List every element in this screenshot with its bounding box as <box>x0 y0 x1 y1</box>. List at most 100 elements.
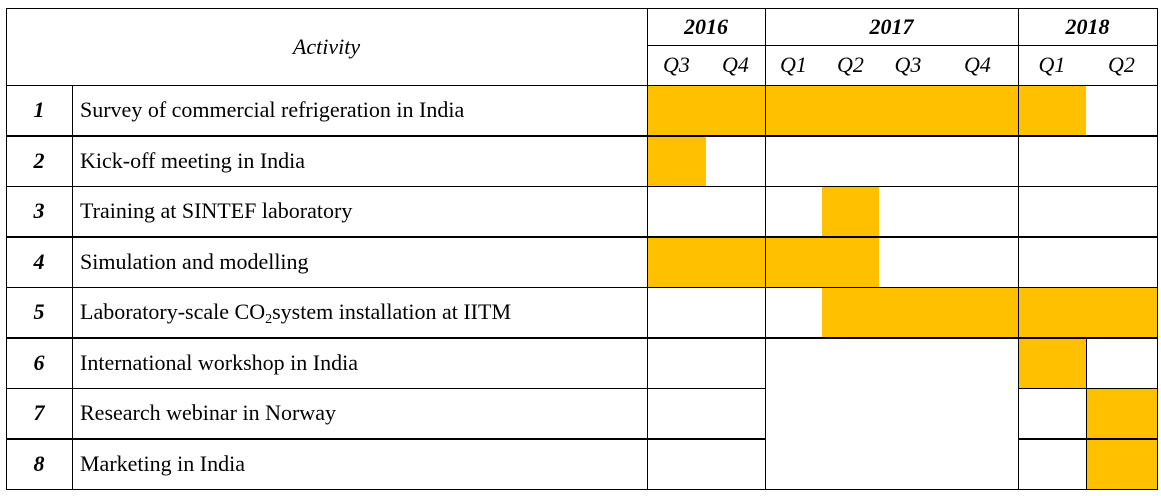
activity-name-label: Simulation and modelling <box>80 248 309 274</box>
row-divider <box>6 387 766 389</box>
gantt-bar <box>706 236 765 287</box>
activity-name-label: Survey of commercial refrigeration in In… <box>80 97 465 123</box>
activity-number-label: 1 <box>33 97 45 123</box>
row-divider <box>765 337 1019 339</box>
quarter-divider <box>1085 337 1087 388</box>
activity-number-label: 5 <box>33 299 45 325</box>
gantt-bar <box>765 85 822 136</box>
quarter-label: Q2 <box>1108 52 1135 77</box>
activity-number-label: 6 <box>33 349 45 375</box>
year-divider <box>1017 8 1019 489</box>
row-divider <box>6 337 766 339</box>
header-divider <box>647 44 1158 46</box>
activity-number: 5 <box>6 287 72 338</box>
activity-number-label: 7 <box>33 400 45 426</box>
quarter-header: Q4 <box>937 45 1018 85</box>
year-label: 2017 <box>869 13 914 39</box>
gantt-bar <box>706 85 765 136</box>
year-header: 2018 <box>1018 8 1157 45</box>
row-divider <box>1018 185 1158 187</box>
activity-name: International workshop in India <box>80 338 645 389</box>
activity-header-label: Activity <box>292 33 361 59</box>
row-divider <box>765 286 1019 288</box>
header-bottom-line <box>6 84 1158 86</box>
gantt-bar <box>822 186 879 237</box>
activity-name-label: Laboratory-scale CO2system installation … <box>80 299 511 328</box>
activity-name-label: Training at SINTEF laboratory <box>80 198 353 224</box>
activity-header: Activity <box>6 8 647 85</box>
gantt-bar <box>765 236 822 287</box>
quarter-header: Q3 <box>879 45 937 85</box>
row-divider <box>6 286 766 288</box>
quarter-divider <box>1085 388 1087 489</box>
row-divider <box>1018 337 1158 339</box>
activity-number: 3 <box>6 186 72 237</box>
quarter-header: Q1 <box>765 45 822 85</box>
gantt-bar <box>822 287 879 338</box>
activity-name-part: Laboratory-scale CO <box>80 299 266 325</box>
quarter-label: Q3 <box>894 52 922 77</box>
row-divider <box>765 135 1019 137</box>
year-header: 2016 <box>647 8 765 45</box>
row-divider <box>6 236 766 238</box>
row-divider <box>1018 236 1158 238</box>
activity-number-label: 4 <box>33 248 45 274</box>
quarter-header: Q1 <box>1018 45 1086 85</box>
quarter-label: Q1 <box>1038 52 1066 77</box>
activity-name: Marketing in India <box>80 439 645 490</box>
row-divider <box>1018 438 1158 440</box>
activity-number: 8 <box>6 439 72 490</box>
activity-name: Kick-off meeting in India <box>80 136 645 187</box>
table-border-right <box>1156 8 1158 489</box>
gantt-bar <box>822 236 879 287</box>
row-divider <box>6 438 766 440</box>
activity-number: 6 <box>6 338 72 389</box>
quarter-header: Q3 <box>647 45 706 85</box>
subscript: 2 <box>265 312 273 328</box>
table-border-left <box>5 8 7 489</box>
row-divider <box>6 185 766 187</box>
row-divider <box>765 185 1019 187</box>
quarter-header: Q2 <box>822 45 879 85</box>
row-divider <box>1018 135 1158 137</box>
year-divider <box>764 8 766 489</box>
activity-name: Simulation and modelling <box>80 237 645 288</box>
activity-number: 7 <box>6 388 72 439</box>
quarter-label: Q3 <box>663 52 690 77</box>
activity-name: Training at SINTEF laboratory <box>80 186 645 237</box>
gantt-bar <box>1018 287 1086 338</box>
gantt-bar <box>822 85 879 136</box>
activity-number-label: 2 <box>33 147 45 173</box>
year-header: 2017 <box>765 8 1018 45</box>
row-divider <box>6 135 766 137</box>
activity-name: Survey of commercial refrigeration in In… <box>80 85 645 136</box>
gantt-bar <box>647 85 706 136</box>
row-divider <box>1018 286 1158 288</box>
gantt-bar <box>937 85 1018 136</box>
year-label: 2016 <box>684 13 728 39</box>
gantt-bar <box>1086 388 1157 439</box>
activity-name-label: Research webinar in Norway <box>80 400 336 426</box>
quarter-header: Q2 <box>1086 45 1157 85</box>
quarter-label: Q1 <box>780 52 807 77</box>
gantt-bar <box>1018 85 1086 136</box>
gantt-bar <box>937 287 1018 338</box>
activity-name-label: Kick-off meeting in India <box>80 147 306 173</box>
activity-name-label: International workshop in India <box>80 349 358 375</box>
gantt-bar <box>647 135 706 186</box>
activity-number: 1 <box>6 85 72 136</box>
activity-name-label: Marketing in India <box>80 450 245 476</box>
year-label: 2018 <box>1065 13 1110 39</box>
quarter-label: Q2 <box>837 52 864 77</box>
activity-number-label: 3 <box>33 198 45 224</box>
activity-column-divider <box>646 8 648 489</box>
activity-name-part: system installation at IITM <box>272 299 511 325</box>
activity-number: 4 <box>6 237 72 288</box>
activity-name: Research webinar in Norway <box>80 388 645 439</box>
gantt-bar <box>647 236 706 287</box>
quarter-label: Q4 <box>722 52 749 77</box>
table-border-top <box>6 7 1158 9</box>
activity-number-label: 8 <box>33 450 45 476</box>
quarter-label: Q4 <box>964 52 991 77</box>
